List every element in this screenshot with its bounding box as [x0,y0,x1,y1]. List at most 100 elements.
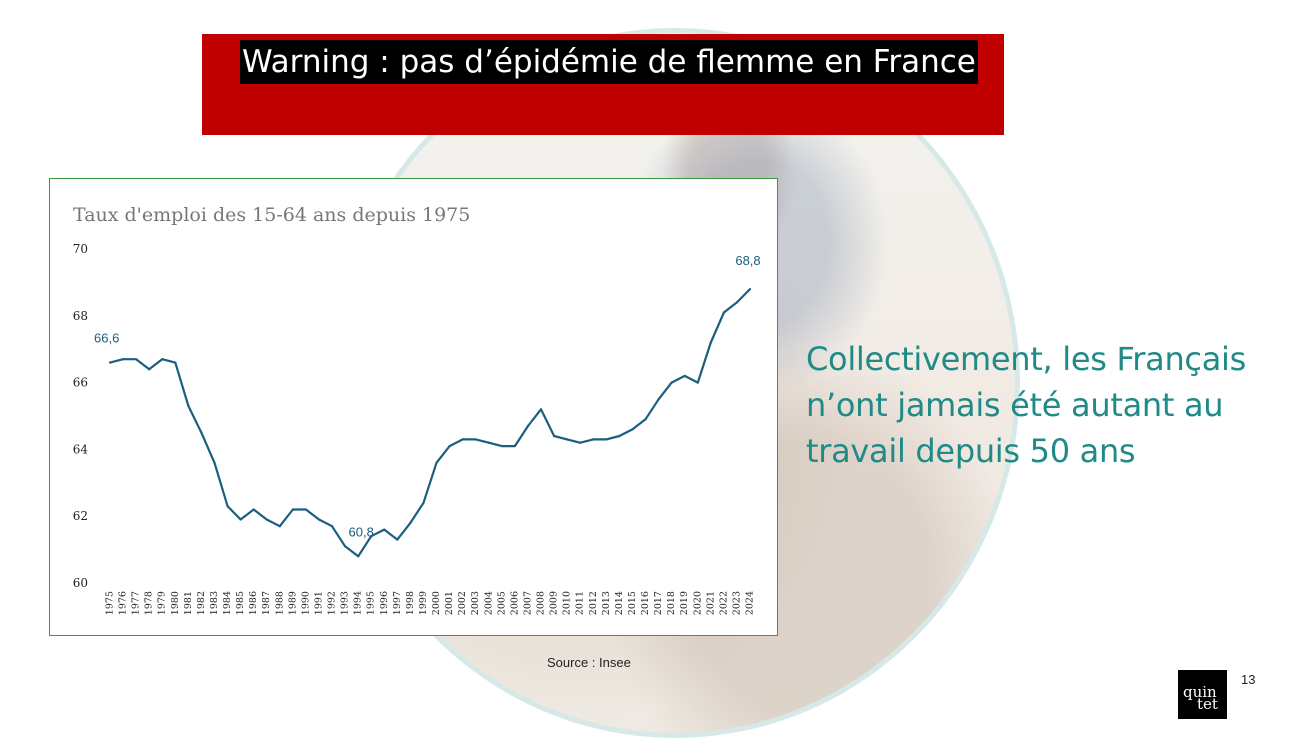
y-tick-label: 60 [73,576,88,590]
data-point [200,431,203,434]
data-point [618,434,621,438]
x-tick-label: 1976 [118,591,129,615]
x-tick-label: 2021 [705,591,716,615]
x-tick-label: 1998 [405,591,416,615]
key-message-line-2: n’ont jamais été autant au [806,386,1224,424]
x-tick-label: 1991 [313,591,324,615]
employment-rate-line [109,288,751,558]
data-point [226,505,229,508]
logo-text-top: quin [1183,683,1217,701]
x-tick-label: 1985 [235,591,246,615]
data-point [344,545,347,548]
x-tick-label: 2013 [601,591,612,615]
x-tick-label: 1978 [144,591,155,615]
x-tick-label: 1988 [274,591,285,615]
x-tick-label: 2012 [588,591,599,615]
employment-rate-chart: Taux d'emploi des 15-64 ans depuis 1975 6… [49,178,778,636]
data-point [696,381,699,384]
x-tick-label: 2016 [640,591,651,615]
x-tick-label: 2010 [562,591,573,615]
data-point [474,438,477,441]
data-point [683,374,686,378]
y-tick-label: 68 [73,309,88,323]
data-point [435,461,438,464]
data-point [304,508,308,511]
x-tick-label: 1980 [170,591,181,615]
data-point [187,404,190,408]
data-point [500,444,503,448]
x-tick-label: 1994 [353,591,364,615]
chart-canvas: Taux d'emploi des 15-64 ans depuis 1975 6… [73,204,761,615]
x-tick-label: 1989 [287,591,298,615]
x-tick-label: 2014 [614,591,625,615]
data-point [631,428,634,431]
data-point [330,525,334,528]
data-point [461,438,464,441]
x-tick-label: 1984 [222,591,233,615]
data-point [252,508,255,511]
page-number: 13 [1241,672,1256,687]
x-tick-label: 1999 [418,591,429,615]
data-point [487,441,490,444]
x-tick-label: 2019 [679,591,690,615]
x-tick-label: 1986 [248,591,259,615]
data-point [579,441,582,444]
x-tick-label: 1990 [300,591,311,615]
x-tick-label: 2011 [575,591,586,615]
x-tick-label: 1983 [209,591,220,615]
x-tick-label: 1975 [105,591,116,615]
data-point [539,408,543,411]
data-point [552,434,556,438]
data-point [657,398,660,401]
x-tick-label: 1977 [131,591,142,615]
x-tick-label: 1987 [261,591,272,615]
slide-title: Warning : pas d’épidémie de flemme en Fr… [240,40,978,84]
logo-text-bottom: tet [1197,695,1218,713]
data-point [748,287,752,291]
x-tick-label: 2008 [536,591,547,615]
chart-title: Taux d'emploi des 15-64 ans depuis 1975 [73,204,470,226]
data-point [161,358,164,361]
data-label: 66,6 [94,331,119,346]
data-point [409,521,412,524]
data-point [174,361,177,364]
key-message-line-1: Collectivement, les Français [806,340,1246,378]
y-tick-label: 62 [73,509,88,523]
data-point [148,368,151,371]
x-tick-label: 2023 [731,591,742,615]
x-tick-label: 2001 [444,591,455,615]
key-message: Collectivement, les Français n’ont jamai… [806,336,1276,474]
x-tick-label: 2007 [522,591,533,615]
data-point [513,444,516,448]
data-point [644,418,647,421]
data-point [239,518,242,521]
data-point [722,311,725,314]
x-tick-label: 2020 [692,591,703,615]
x-tick-label: 2002 [457,591,468,615]
data-point [526,424,530,428]
x-tick-label: 2003 [470,591,481,615]
x-tick-label: 2005 [496,591,507,615]
y-tick-label: 70 [73,242,88,256]
data-point [291,508,294,511]
x-tick-label: 2022 [718,591,729,615]
x-tick-label: 2000 [431,591,442,615]
data-point [383,528,386,531]
data-point [357,555,360,558]
data-point [317,518,321,521]
data-point [370,535,373,538]
x-tick-label: 1997 [392,591,403,615]
data-point [278,525,281,528]
data-point [396,538,399,541]
x-tick-label: 2004 [483,591,494,615]
data-label: 68,8 [735,253,760,268]
x-tick-label: 1979 [157,591,168,615]
x-tick-label: 2006 [509,591,520,615]
data-point [605,438,608,441]
data-point [265,518,268,521]
x-tick-label: 2024 [745,591,756,615]
quintet-logo: quin tet [1178,670,1227,719]
data-point [135,358,138,361]
data-point [566,438,569,441]
key-message-line-3: travail depuis 50 ans [806,432,1136,470]
